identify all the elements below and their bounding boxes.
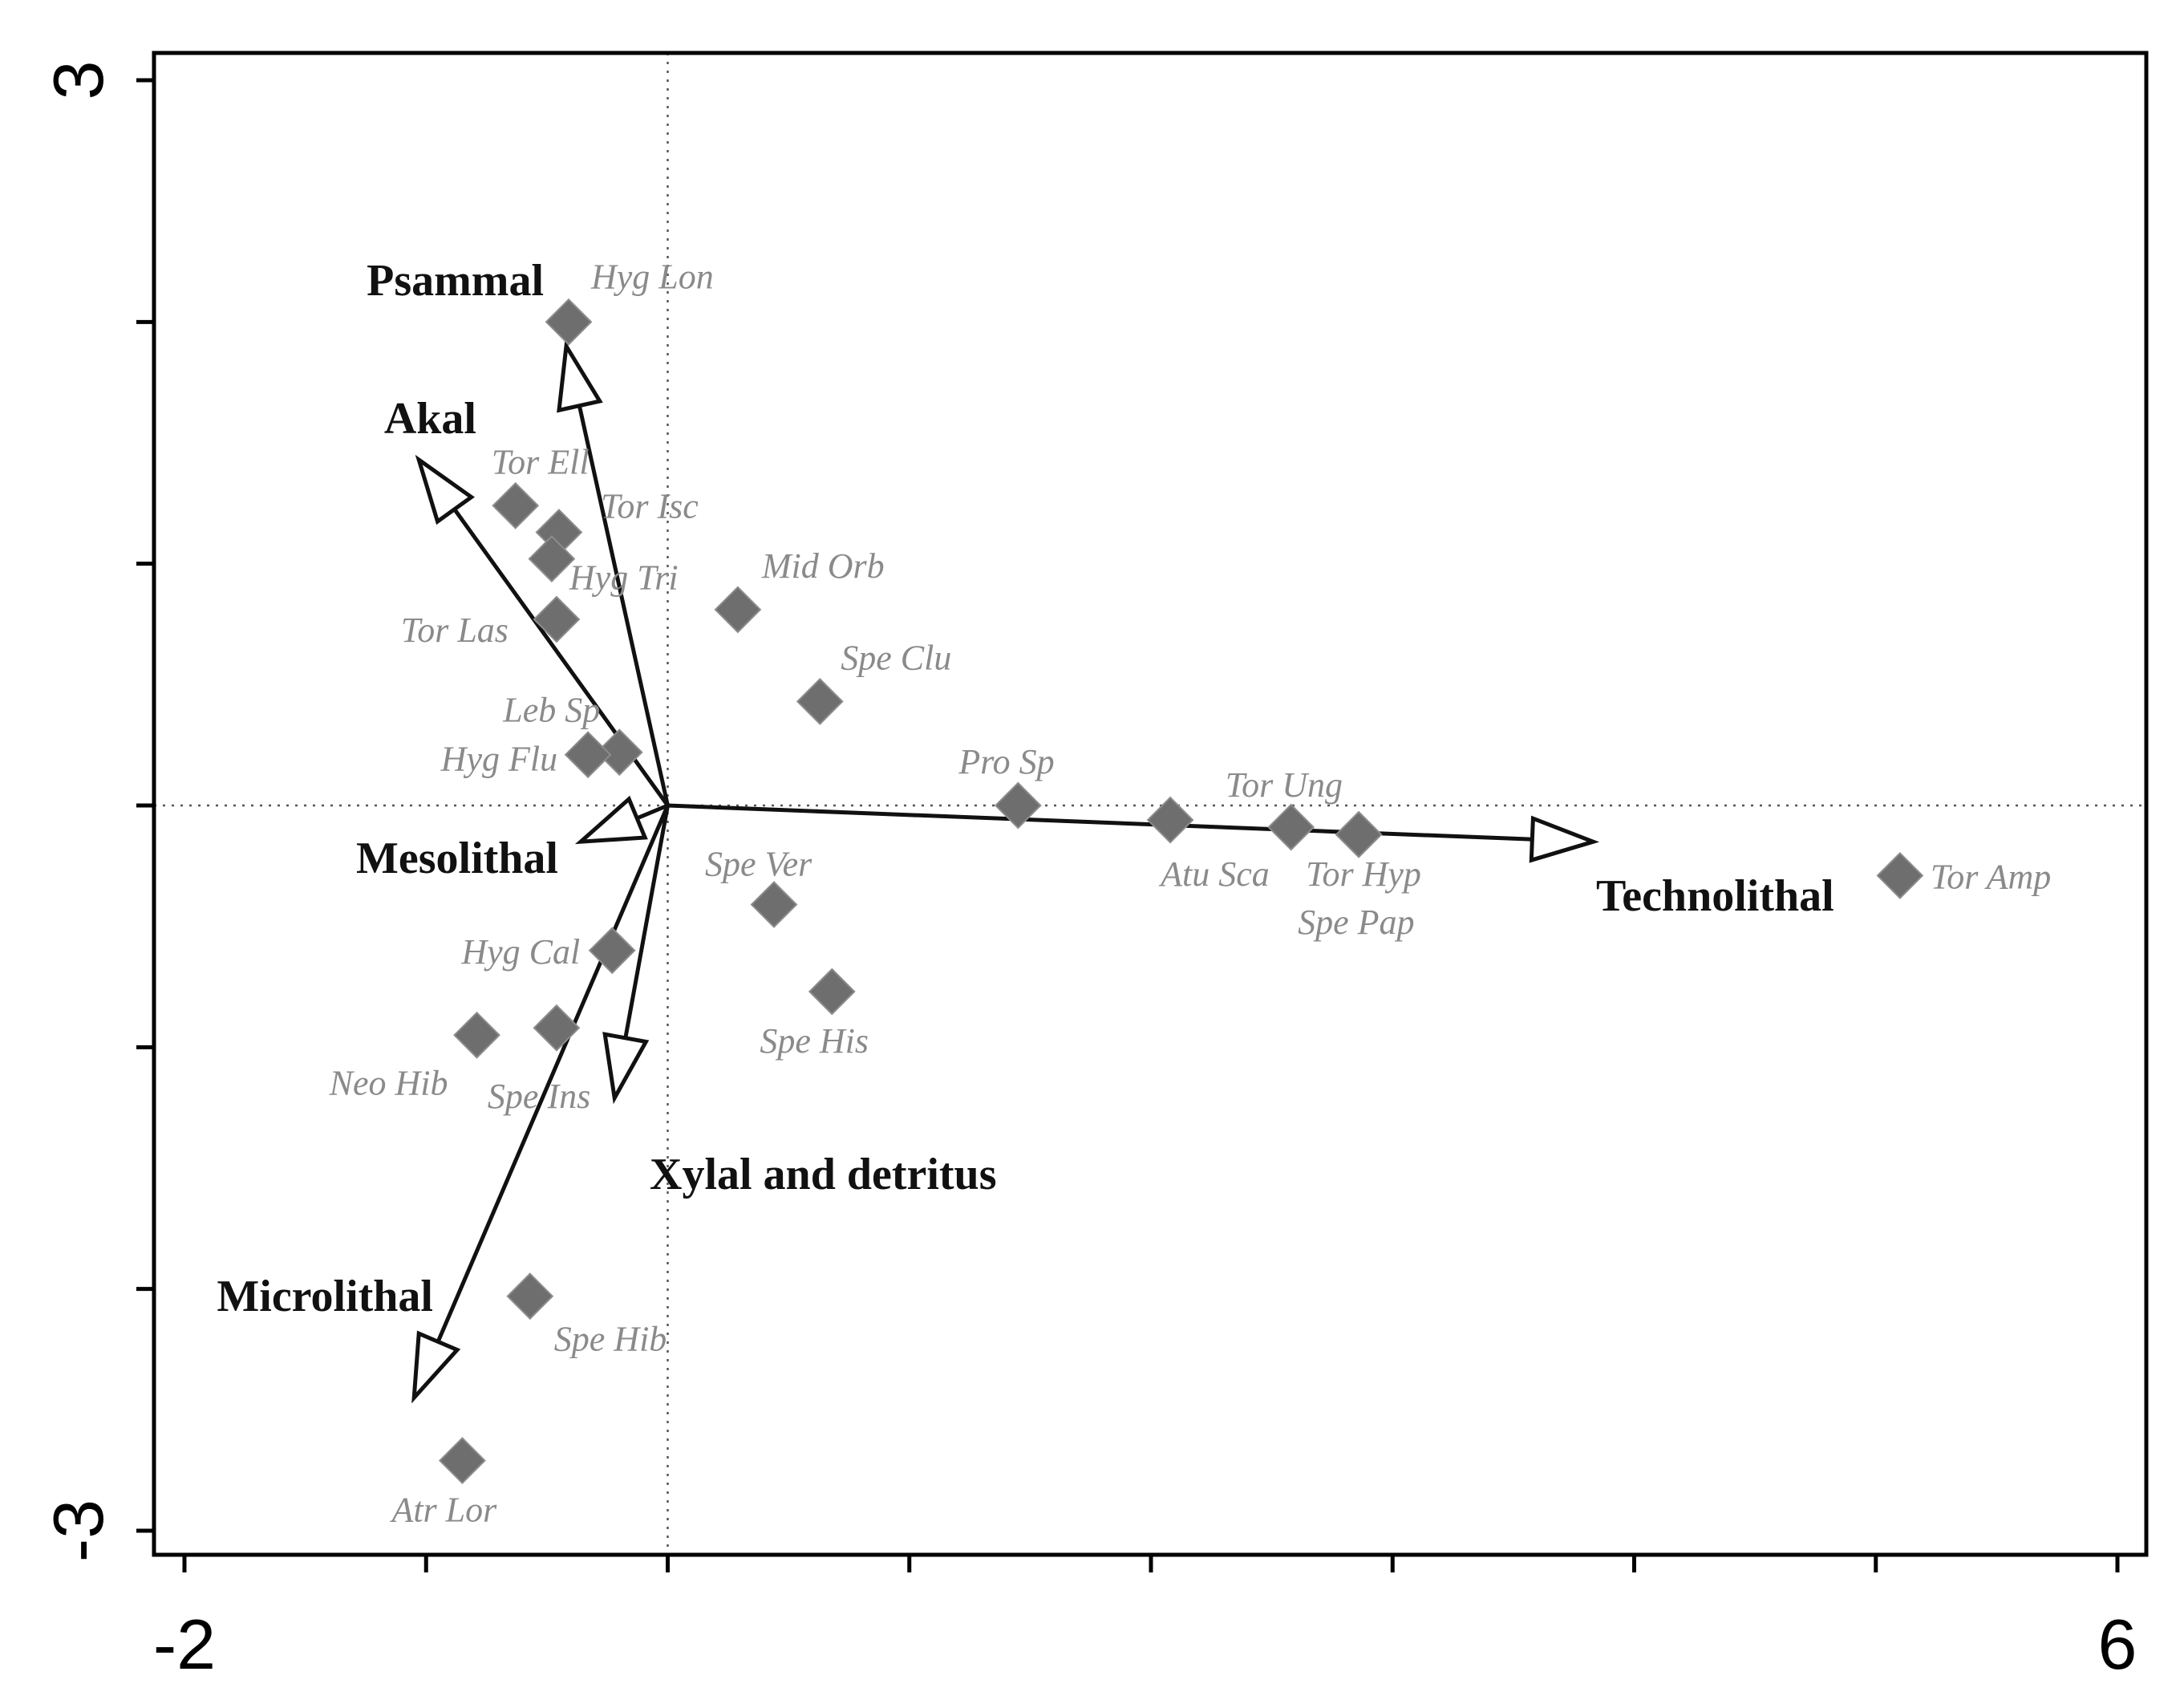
vector-label-technolithal: Technolithal [1596,871,1834,921]
species-label-leb-sp: Leb Sp [502,691,600,730]
vector-head-akal [415,454,475,525]
species-label-mid-orb: Mid Orb [761,546,885,586]
species-label-tor-amp: Tor Amp [1931,857,2051,896]
species-label-atr-lor: Atr Lor [389,1491,497,1530]
vector-label-mesolithal: Mesolithal [356,834,558,883]
vector-head-mesolithal [574,795,648,845]
species-marker-hyg-flu [564,731,612,779]
species-label-spe-hib: Spe Hib [554,1320,667,1359]
species-label-tor-las: Tor Las [401,611,509,650]
vector-technolithal [667,803,1533,842]
x-tick-label-max: 6 [2098,1605,2137,1684]
species-marker-spe-hib [506,1272,554,1321]
species-label-atu-sca: Atu Sca [1158,854,1270,894]
species-marker-tor-ell [492,481,540,529]
species-marker-hyg-tri [528,535,576,583]
species-label-pro-sp: Pro Sp [958,742,1054,781]
species-label-spe-pap: Spe Pap [1298,903,1414,942]
species-label-tor-ung: Tor Ung [1226,765,1343,805]
species-label-spe-clu: Spe Clu [841,638,951,677]
labels: -2 6 3 -3 Psammal Akal Mesolithal Xylal and det… [38,61,2137,1684]
species-label-neo-hib: Neo Hib [329,1063,448,1102]
species-marker-pro-sp [994,781,1042,830]
species-marker-tor-ung [1267,803,1315,851]
y-tick-label-max: 3 [38,61,118,100]
species-marker-mid-orb [714,586,762,634]
species-marker-tor-amp [1876,851,1924,899]
vector-xylal-and-detritus [623,805,670,1039]
species-marker-atr-lor [438,1437,486,1485]
species-label-hyg-flu: Hyg Flu [440,740,557,779]
species-marker-spe-pap [1335,810,1383,858]
species-marker-leb-sp [595,728,643,777]
species-label-hyg-tri: Hyg Tri [569,558,679,598]
vector-microlithal [436,805,670,1343]
vector-label-microlithal: Microlithal [217,1272,433,1321]
species-label-tor-ell: Tor Ell [492,442,590,481]
species-marker-hyg-cal [588,927,636,975]
vector-mesolithal [636,803,669,821]
vector-head-microlithal [411,1330,461,1404]
y-tick-label-min: -3 [38,1499,118,1562]
vector-head-psammal [557,339,603,413]
species-label-hyg-lon: Hyg Lon [590,257,714,296]
species-label-tor-hyp: Tor Hyp [1306,854,1421,894]
vector-head-technolithal [1529,815,1600,863]
vector-psammal [577,405,670,806]
species-markers [438,298,1924,1485]
axes [136,51,2149,1572]
species-marker-spe-ver [750,881,798,928]
species-marker-hyg-lon [545,298,593,346]
species-marker-spe-his [808,968,856,1016]
species-label-tor-isc: Tor Isc [601,486,699,525]
species-marker-tor-las [533,595,581,643]
vector-label-xylal-and-detritus: Xylal and detritus [650,1150,997,1199]
species-marker-neo-hib [453,1011,500,1059]
vector-label-psammal: Psammal [367,256,544,306]
species-marker-spe-clu [796,677,844,725]
species-label-hyg-cal: Hyg Cal [460,932,580,972]
species-marker-spe-ins [533,1004,581,1052]
species-label-spe-his: Spe His [760,1021,869,1061]
species-label-spe-ver: Spe Ver [705,845,812,884]
vector-head-xylal-and-detritus [602,1032,650,1105]
vector-label-akal: Akal [384,394,476,444]
species-label-spe-ins: Spe Ins [488,1077,590,1116]
species-marker-atu-sca [1146,796,1194,844]
x-tick-label-min: -2 [153,1605,216,1684]
